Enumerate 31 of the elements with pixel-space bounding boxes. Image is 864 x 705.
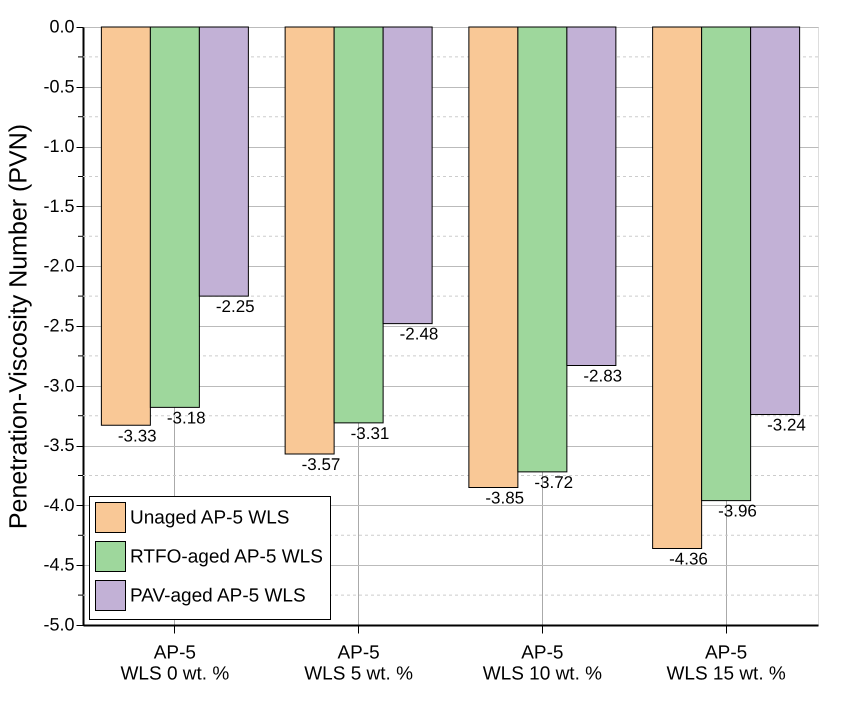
- x-tick-label: AP-5 WLS 15 wt. %: [666, 642, 786, 684]
- data-label: -3.18: [166, 408, 206, 428]
- legend-label: RTFO-aged AP-5 WLS: [130, 546, 323, 568]
- x-tick-label: AP-5 WLS 10 wt. %: [482, 642, 602, 684]
- y-tick-label: -2.0: [43, 256, 74, 276]
- data-label: -3.33: [118, 426, 157, 446]
- x-tick-label: AP-5 WLS 0 wt. %: [120, 642, 230, 684]
- data-label: -3.24: [767, 416, 806, 435]
- data-label: -3.31: [350, 424, 390, 443]
- data-label: -3.96: [718, 502, 757, 521]
- data-label: -2.25: [216, 297, 255, 316]
- y-tick-label: -4.0: [43, 494, 74, 515]
- data-label: -3.85: [485, 488, 524, 508]
- x-tick-label: AP-5 WLS 5 wt. %: [304, 642, 414, 684]
- y-tick-label: -0.5: [43, 76, 74, 96]
- data-label: -4.36: [669, 549, 708, 568]
- y-tick-label: -2.5: [43, 316, 74, 336]
- data-label: -2.48: [400, 324, 438, 344]
- y-tick-label: -1.0: [43, 136, 74, 156]
- y-tick-label: 0.0: [49, 16, 74, 36]
- y-tick-label: -5.0: [43, 614, 74, 634]
- legend-label: PAV-aged AP-5 WLS: [130, 586, 306, 606]
- y-axis-title: Penetration-Viscosity Number (PVN): [4, 124, 32, 530]
- data-label: -2.83: [583, 366, 622, 386]
- legend-label: Unaged AP-5 WLS: [130, 508, 290, 528]
- y-tick-label: -3.5: [43, 435, 74, 456]
- y-tick-label: -3.0: [43, 375, 74, 396]
- y-tick-label: -4.5: [43, 554, 74, 575]
- y-tick-label: -1.5: [43, 196, 74, 216]
- data-label: -3.57: [302, 454, 340, 474]
- data-label: -3.72: [534, 472, 574, 492]
